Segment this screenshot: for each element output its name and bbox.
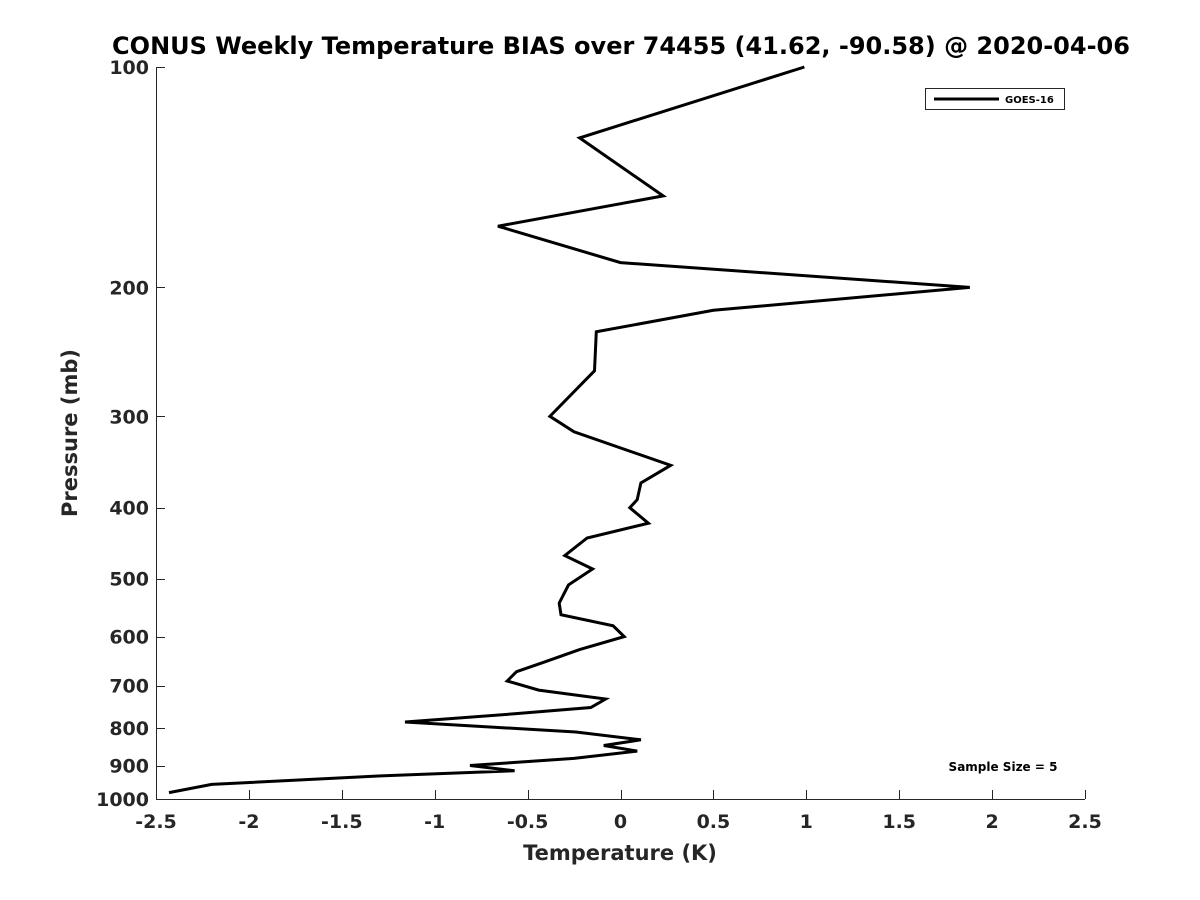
legend-label: GOES-16 [1005,95,1054,106]
x-tick-label: -2.5 [135,811,177,833]
series-line-goes-16 [168,65,970,795]
y-tick-label: 600 [109,627,149,649]
x-axis-label: Temperature (K) [523,841,717,865]
x-tick-label: 2.5 [1068,811,1102,833]
x-axis-ticks: -2.5 -2 -1.5 -1 -0.5 0 0.5 1 1.5 2 2.5 [135,790,1102,833]
series-layer [168,65,970,795]
y-tick-label: 400 [109,498,149,520]
x-tick-label: 1 [800,811,813,833]
x-tick-label: -0.5 [507,811,549,833]
y-tick-label: 700 [109,676,149,698]
chart-title: CONUS Weekly Temperature BIAS over 74455… [112,32,1130,60]
x-tick-label: 2 [985,811,998,833]
y-tick-label: 200 [109,277,149,299]
y-tick-label: 1000 [96,789,149,811]
x-tick-label: 1.5 [882,811,916,833]
legend: GOES-16 [925,88,1065,110]
y-tick-label: 300 [109,406,149,428]
y-tick-label: 800 [109,718,149,740]
y-axis-label: Pressure (mb) [58,349,82,517]
y-axis-ticks: 100 200 300 400 500 600 700 800 900 1000 [96,57,165,811]
y-tick-label: 100 [109,57,149,79]
x-tick-label: -1.5 [321,811,363,833]
x-tick-label: 0 [614,811,627,833]
y-tick-label: 900 [109,756,149,778]
x-tick-label: 0.5 [697,811,731,833]
y-tick-label: 500 [109,569,149,591]
x-tick-label: -2 [238,811,259,833]
x-tick-label: -1 [424,811,445,833]
sample-size-annotation: Sample Size = 5 [949,760,1058,774]
